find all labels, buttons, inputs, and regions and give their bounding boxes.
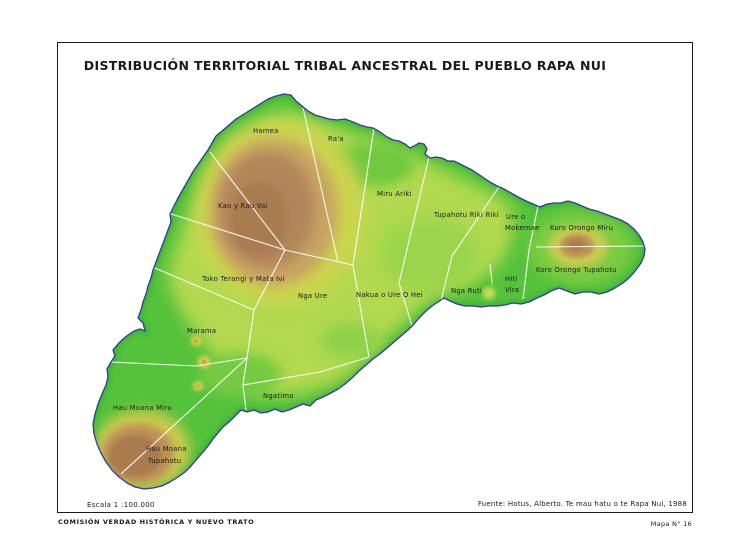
territory-label-tupahotu-riki-riki: Tupahotu Riki Rikí [433,211,500,219]
territory-label-vira: Vira [505,286,519,294]
territory-label-toko-terangi-y-mata-ivi: Toko Terangi y Mata Ivi [201,275,285,283]
territory-label-raa: Ra'a [328,135,344,143]
crater-cone-3-center [196,384,200,388]
territory-label-nakua-o-ure-o-hei: Nakua o Ure O Hei [356,291,423,299]
territory-label-ngatimo: Ngatimo [263,392,294,400]
territory-label-nga-ure: Nga Ure [298,292,327,300]
page-title: DISTRIBUCIÓN TERRITORIAL TRIBAL ANCESTRA… [83,58,607,73]
territory-label-hiti: Hiti [505,275,518,283]
terevaka-peak [231,183,287,255]
crater-cone-1-center [194,339,198,343]
territory-label-hamea: Hamea [253,127,279,135]
territory-label-kao-y-rau-vai: Kao y Rau Vai [218,202,268,210]
territory-label-hau-moana-miru: Hau Moana Miru [113,404,172,412]
territory-label-miru-ariki: Miru Ariki [377,190,412,198]
territory-label-koro-orongo-tupahotu: Koro Orongo Tupahotu [536,266,617,274]
tribal-boundary-lines [109,107,645,475]
territory-label-marama: Marama [187,327,216,335]
island-terrain [93,94,645,489]
rano-raraku-crater [479,283,499,303]
territory-label-tupahotu: Tupahotu [147,457,181,465]
source-note: Fuente: Hotus, Alberto. Te mau hatu o te… [477,500,687,508]
territory-label-ure-o: Ure o [506,213,525,221]
crater-cone-2-center [201,359,207,365]
rano-kau-peak [109,435,161,477]
commission-caption: COMISIÓN VERDAD HISTÓRICA Y NUEVO TRATO [58,518,255,526]
green-patch-isthmus [198,353,282,397]
map-number: Mapa N° 16 [650,520,692,528]
green-patch-south [320,322,380,358]
territory-label-hau-moana: Hau Moana [146,445,187,453]
poike-peak [567,239,585,251]
scale-note: Escala 1 :100.000 [87,501,155,509]
green-patch-east [380,217,480,293]
territory-label-nga-ruti: Nga Ruti [451,287,482,295]
territory-label-koro-orongo-miru: Koro Orongo Miru [550,224,613,232]
territory-label-mokemae: Mokemae [505,224,540,232]
territory-labels: Hamea Ra'a Kao y Rau Vai Miru Ariki Tupa… [113,127,617,465]
